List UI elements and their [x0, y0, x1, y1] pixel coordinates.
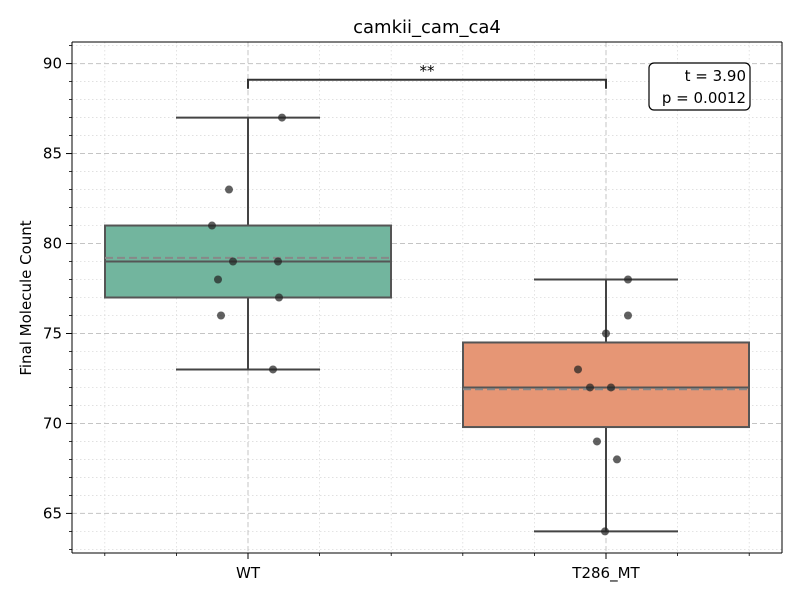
- data-point: [229, 257, 237, 266]
- y-tick-label: 75: [43, 324, 62, 342]
- data-points: [208, 113, 632, 536]
- data-point: [607, 383, 615, 392]
- data-point: [275, 293, 283, 302]
- data-point: [217, 311, 225, 320]
- significance-bracket-line: [247, 78, 607, 89]
- data-point: [586, 383, 594, 392]
- x-tick-label: T286_MT: [571, 564, 640, 583]
- box-iqr: [462, 341, 750, 429]
- y-axis-label: Final Molecule Count: [17, 220, 35, 375]
- significance-label: **: [420, 62, 436, 80]
- x-tick-label: WT: [236, 564, 261, 582]
- y-tick-label: 90: [43, 55, 62, 73]
- data-point: [602, 329, 610, 338]
- stats-p-value: p = 0.0012: [662, 89, 746, 107]
- data-point: [574, 365, 582, 374]
- data-point: [613, 455, 621, 464]
- chart-title: camkii_cam_ca4: [353, 17, 501, 38]
- data-point: [278, 113, 286, 122]
- y-tick-label: 70: [43, 414, 62, 432]
- data-point: [593, 437, 601, 446]
- y-tick-label: 80: [43, 235, 62, 253]
- data-point: [225, 185, 233, 194]
- data-point: [269, 365, 277, 374]
- data-point: [208, 221, 216, 230]
- data-point: [214, 275, 222, 284]
- data-point: [601, 527, 609, 536]
- stats-box-frame: [648, 62, 751, 111]
- stats-box: t = 3.90 p = 0.0012: [648, 62, 751, 111]
- data-point: [624, 275, 632, 284]
- axes: 65 70 75 80 85 90 WT T286_MT: [43, 41, 783, 583]
- stats-t-value: t = 3.90: [685, 67, 746, 85]
- data-point: [624, 311, 632, 320]
- boxes: [104, 116, 750, 533]
- y-tick-label: 65: [43, 504, 62, 522]
- significance-bracket: **: [247, 62, 607, 89]
- data-point: [274, 257, 282, 266]
- y-tick-label: 85: [43, 145, 62, 163]
